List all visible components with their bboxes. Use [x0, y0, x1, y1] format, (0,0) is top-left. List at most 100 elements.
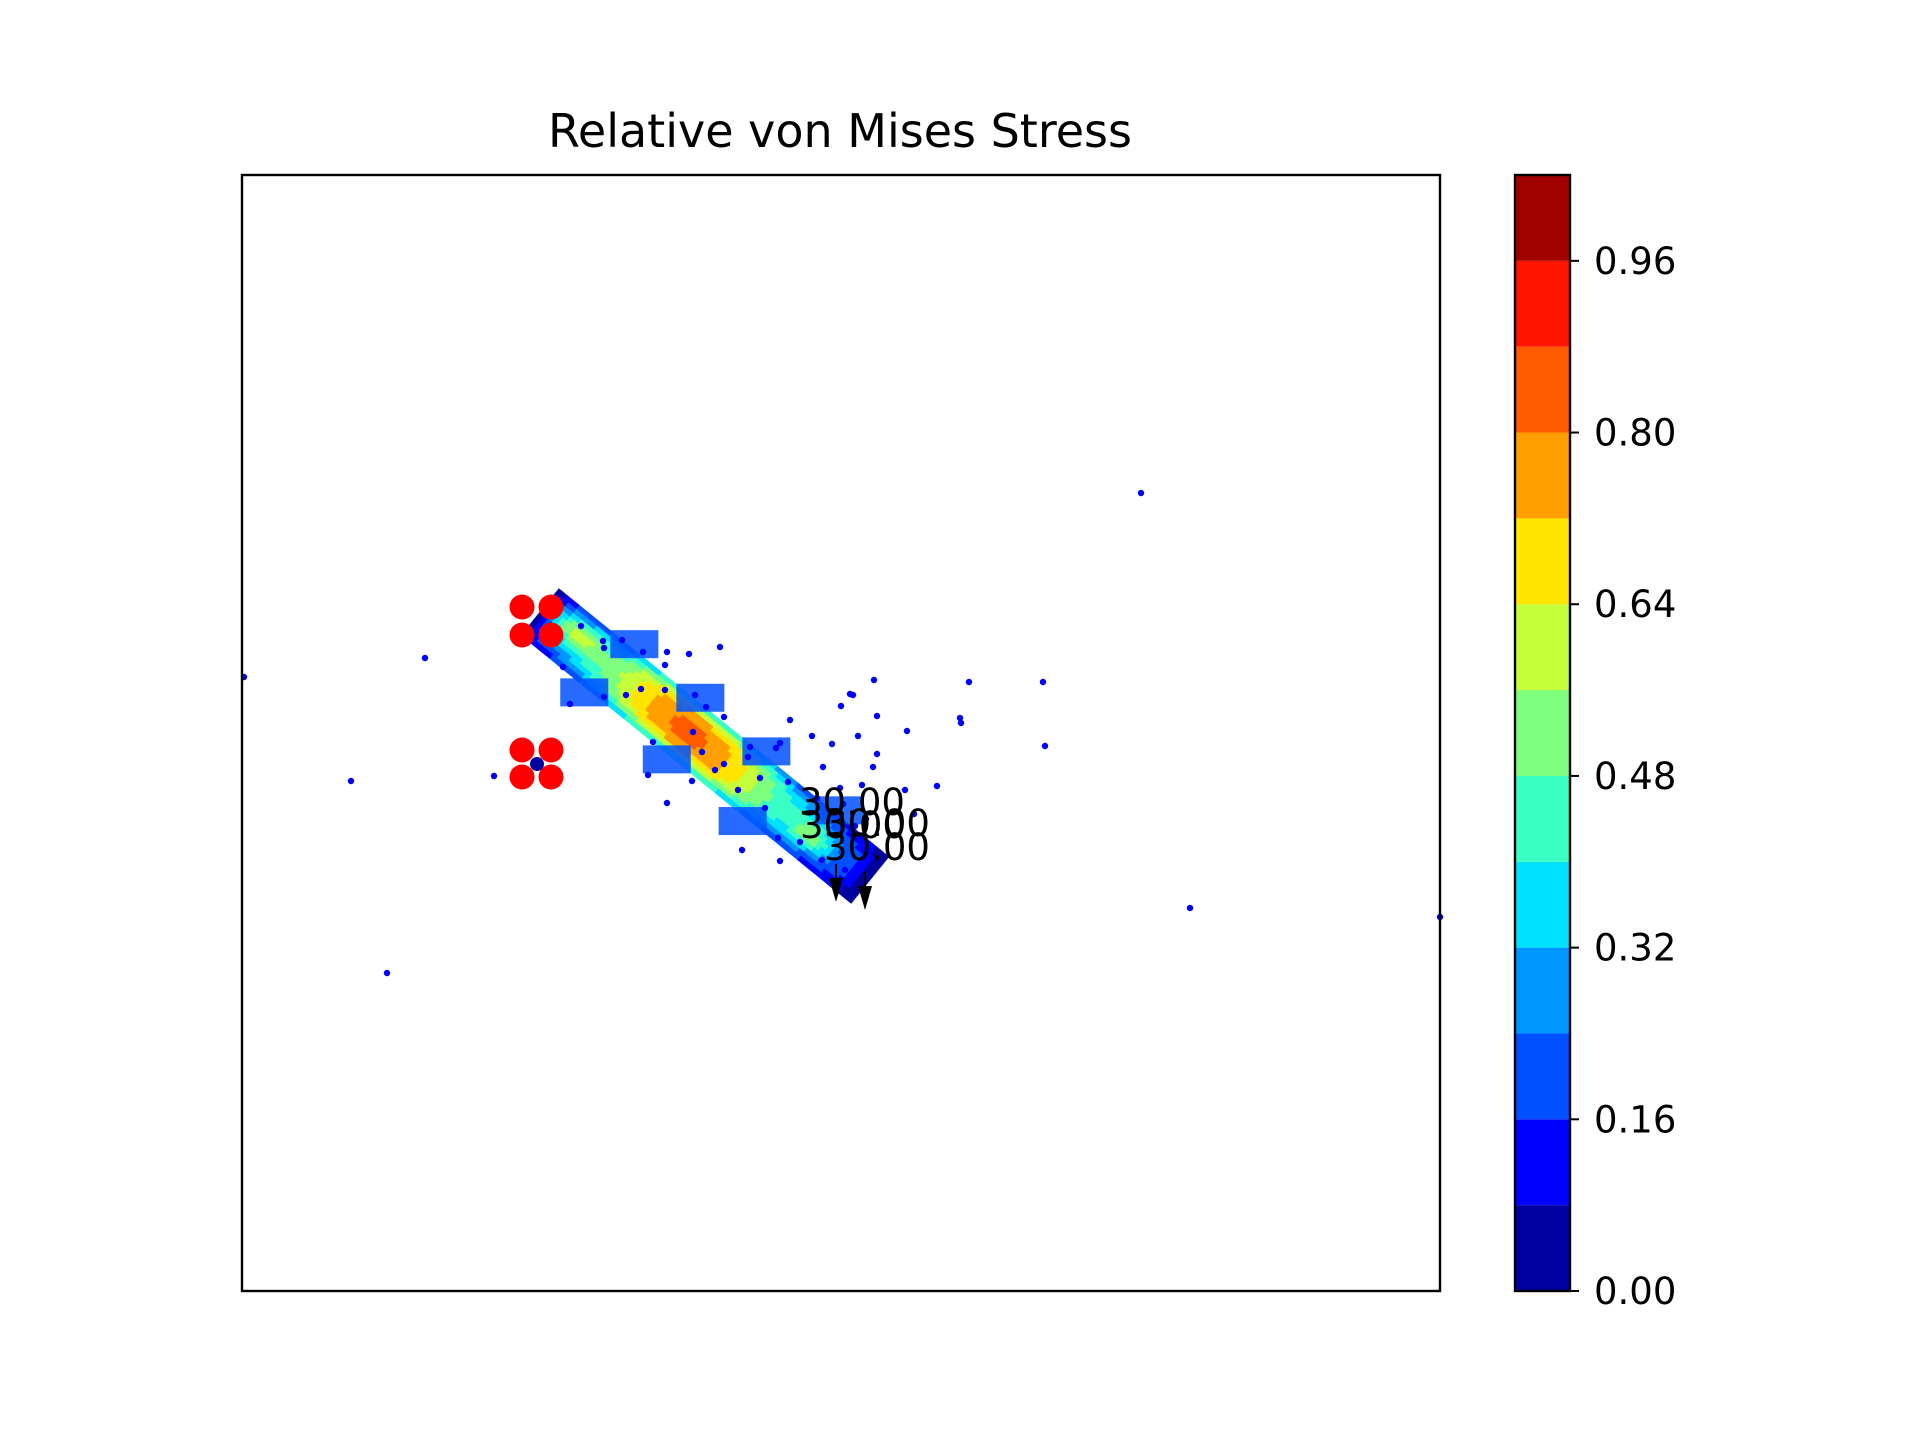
mesh-node [910, 810, 918, 818]
mesh-node [829, 808, 837, 816]
support-marker [538, 594, 564, 620]
mesh-node [383, 969, 391, 977]
mesh-node [870, 676, 878, 684]
colorbar-band [1515, 775, 1570, 862]
mesh-node [691, 691, 699, 699]
mesh-node [622, 691, 630, 699]
mesh-node [744, 753, 752, 761]
mesh-node [746, 743, 754, 751]
contour-cell [846, 895, 855, 904]
mesh-node [600, 693, 608, 701]
colorbar-ticks: 0.00 0.16 0.32 0.48 0.64 0.80 0.96 [1570, 240, 1676, 1313]
colorbar-band [1515, 1205, 1570, 1291]
colorbar-band [1515, 690, 1570, 776]
mesh-node [716, 643, 724, 651]
mesh-node [851, 822, 859, 830]
mesh-node [956, 714, 964, 722]
mesh-node [761, 804, 769, 812]
mesh-node [957, 719, 965, 727]
mesh-node [776, 857, 784, 865]
mesh-node [841, 866, 849, 874]
colorbar-band [1515, 175, 1570, 261]
mesh-node [854, 732, 862, 740]
support-marker [509, 737, 535, 763]
mesh-node [873, 750, 881, 758]
mesh-node [577, 622, 585, 630]
support-markers [509, 594, 564, 790]
mesh-node [828, 740, 836, 748]
mesh-node [698, 748, 706, 756]
mesh-node [639, 648, 647, 656]
mesh-node [600, 644, 608, 652]
mesh-node [862, 815, 870, 823]
mesh-node [858, 781, 866, 789]
support-node [530, 757, 544, 771]
colorbar-band [1515, 861, 1570, 948]
mesh-node [688, 777, 696, 785]
mesh-node [738, 846, 746, 854]
colorbar-band [1515, 518, 1570, 605]
support-marker [538, 764, 564, 790]
contour-edge-block [742, 737, 791, 766]
mesh-node [618, 636, 626, 644]
mesh-node [734, 786, 742, 794]
mesh-node [869, 763, 877, 771]
load-label: 30.00 [824, 826, 930, 869]
mesh-node [663, 799, 671, 807]
colorbar-tick-label: 0.96 [1594, 240, 1676, 283]
mesh-node [756, 774, 764, 782]
colorbar-band [1515, 1033, 1570, 1120]
mesh-node [599, 637, 607, 645]
colorbar-tick-label: 0.32 [1594, 927, 1676, 970]
load-arrow-head [829, 878, 843, 902]
support-marker [509, 764, 535, 790]
support-marker [509, 594, 535, 620]
mesh-node [1039, 678, 1047, 686]
contour-edge-block [676, 683, 725, 712]
plot-border [240, 173, 1442, 1293]
colorbar: 0.00 0.16 0.32 0.48 0.64 0.80 0.96 [1513, 173, 1676, 1313]
mesh-node [1137, 489, 1145, 497]
mesh-node [649, 738, 657, 746]
load-label: 30.00 [800, 804, 906, 847]
mesh-node [559, 663, 567, 671]
contour-edge-block [642, 745, 691, 774]
plot-frame [242, 175, 1440, 1291]
colorbar-tick-label: 0.80 [1594, 412, 1676, 455]
mesh-node [720, 713, 728, 721]
mesh-node [836, 784, 844, 792]
support-marker [509, 622, 535, 648]
colorbar-tick-label: 0.48 [1594, 755, 1676, 798]
support-marker [538, 737, 564, 763]
mesh-node [796, 838, 804, 846]
mesh-node [1041, 742, 1049, 750]
chart-title: Relative von Mises Stress [548, 104, 1132, 158]
colorbar-band [1515, 604, 1570, 691]
mesh-node [663, 648, 671, 656]
mesh-node [933, 782, 941, 790]
mesh-node [873, 712, 881, 720]
mesh-node [1186, 904, 1194, 912]
colorbar-band [1515, 260, 1570, 347]
mesh-node [689, 728, 697, 736]
contour-edge-block [610, 630, 659, 659]
mesh-node [637, 685, 645, 693]
mesh-node [490, 772, 498, 780]
contour-edge-block [718, 807, 767, 836]
mesh-node [839, 800, 847, 808]
mesh-node [849, 691, 857, 699]
mesh-node [784, 778, 792, 786]
mesh-node [786, 716, 794, 724]
load-label: 30.00 [799, 781, 905, 824]
mesh-node [776, 739, 784, 747]
mesh-node [644, 771, 652, 779]
mesh-node [566, 700, 574, 708]
colorbar-band [1515, 432, 1570, 519]
mesh-node [808, 732, 816, 740]
colorbar-bands [1515, 175, 1570, 1291]
mesh-nodes [240, 489, 1444, 977]
mesh-node [818, 856, 826, 864]
